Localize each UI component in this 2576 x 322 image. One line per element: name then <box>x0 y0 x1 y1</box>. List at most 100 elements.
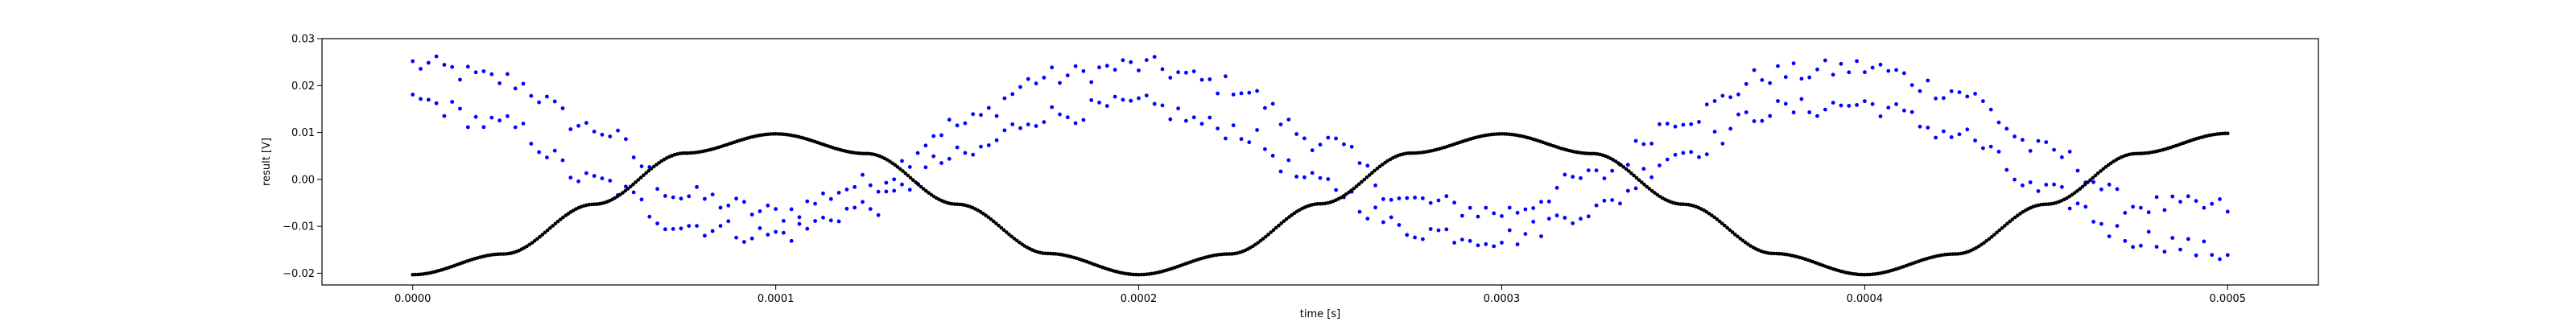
blue-series-point <box>1697 155 1701 159</box>
blue-series-point <box>576 179 580 184</box>
blue-series-point <box>1563 172 1567 177</box>
blue-series-point <box>710 229 715 233</box>
blue-series-point <box>2028 180 2033 184</box>
blue-series-point <box>506 72 510 76</box>
blue-series-point <box>884 189 889 194</box>
black-series-point <box>1772 251 1776 256</box>
blue-series-point <box>868 183 873 188</box>
blue-series-point <box>2075 201 2080 206</box>
blue-series-point <box>411 93 415 97</box>
blue-series-point <box>1460 213 1464 218</box>
blue-series-point <box>923 143 928 148</box>
blue-series-point <box>2044 140 2049 145</box>
black-series-point <box>903 171 907 175</box>
black-series-point <box>1642 183 1646 187</box>
y-axis: −0.02 −0.01 0.00 0.01 0.02 0.03 <box>283 34 322 280</box>
blue-series-point <box>1625 188 1630 193</box>
blue-series-point <box>1918 89 1922 93</box>
black-series-point <box>532 239 537 243</box>
x-tick-label: 0.0004 <box>1847 293 1884 305</box>
black-series-point <box>2220 131 2225 136</box>
black-series-point <box>657 160 661 165</box>
blue-series-point <box>782 230 786 235</box>
black-series-point <box>1728 228 1732 233</box>
black-series-point <box>527 242 531 247</box>
black-series-point <box>1725 225 1729 230</box>
black-series-point <box>535 237 539 242</box>
black-series-point <box>1315 202 1320 206</box>
blue-series-point <box>1744 110 1748 114</box>
blue-series-point <box>2131 245 2136 250</box>
blue-series-point <box>2099 221 2103 226</box>
blue-series-point <box>687 194 691 199</box>
blue-series-point <box>1010 92 1015 97</box>
black-series-point <box>1995 230 1999 235</box>
black-series-point <box>2070 192 2074 197</box>
blue-series-point <box>2139 243 2143 248</box>
blue-series-point <box>513 125 518 130</box>
black-series-point <box>1005 230 1009 234</box>
blue-series-point <box>663 227 667 232</box>
blue-series-point <box>1902 71 1906 76</box>
blue-series-point <box>900 182 904 187</box>
blue-series-point <box>1026 122 1030 127</box>
blue-series-point <box>1050 105 1055 109</box>
black-series-point <box>564 213 568 217</box>
blue-series-point <box>939 133 943 138</box>
black-series-point <box>1740 238 1745 243</box>
blue-series-point <box>481 69 486 73</box>
black-series-point <box>680 151 684 155</box>
black-series-point <box>2106 163 2111 167</box>
blue-series-point <box>1988 144 1993 149</box>
blue-series-point <box>2060 184 2064 189</box>
blue-series-point <box>600 132 605 137</box>
blue-series-point <box>2004 126 2009 131</box>
blue-series-point <box>1704 152 1709 157</box>
blue-series-point <box>852 205 857 210</box>
black-series-point <box>1349 188 1353 192</box>
blue-series-point <box>631 190 636 195</box>
blue-series-point <box>805 226 810 231</box>
blue-series-point <box>1926 126 1930 130</box>
black-series-point <box>1277 223 1281 228</box>
blue-series-point <box>2107 182 2112 187</box>
blue-series-point <box>2075 168 2080 173</box>
blue-series-point <box>1878 114 1883 118</box>
blue-series-point <box>726 219 731 224</box>
black-series-point <box>1619 163 1623 167</box>
blue-series-point <box>1500 214 1504 218</box>
black-series-point <box>1264 234 1268 239</box>
blue-series-point <box>1783 75 1788 80</box>
blue-series-point <box>647 214 652 219</box>
black-series-point <box>1502 132 1506 136</box>
black-series-point <box>1992 233 1996 237</box>
blue-series-point <box>1539 234 1543 238</box>
blue-series-point <box>1121 58 1125 63</box>
blue-series-point <box>1436 198 1441 203</box>
blue-series-point <box>655 221 659 225</box>
black-series-point <box>991 219 996 224</box>
blue-series-point <box>979 113 983 118</box>
blue-series-point <box>726 203 731 208</box>
black-series-point <box>685 151 690 155</box>
blue-series-point <box>797 221 802 226</box>
black-series-point <box>2093 173 2098 178</box>
blue-series-point <box>986 143 991 147</box>
blue-series-point <box>419 67 423 71</box>
blue-series-point <box>1239 91 1244 96</box>
blue-series-point <box>1191 69 1196 73</box>
black-series-point <box>1261 237 1265 241</box>
blue-series-point <box>742 240 746 244</box>
y-tick-label: 0.02 <box>291 80 315 93</box>
black-series-point <box>776 132 781 136</box>
black-series-point <box>1717 219 1722 224</box>
blue-series-point <box>545 155 549 160</box>
black-series-point <box>1719 221 1724 225</box>
black-series-point <box>2135 151 2139 156</box>
blue-series-point <box>1002 96 1007 101</box>
blue-series-point <box>1673 152 1678 157</box>
blue-series-point <box>915 151 920 155</box>
black-series-point <box>2075 188 2079 193</box>
blue-series-point <box>892 177 897 182</box>
blue-series-point <box>434 54 439 59</box>
